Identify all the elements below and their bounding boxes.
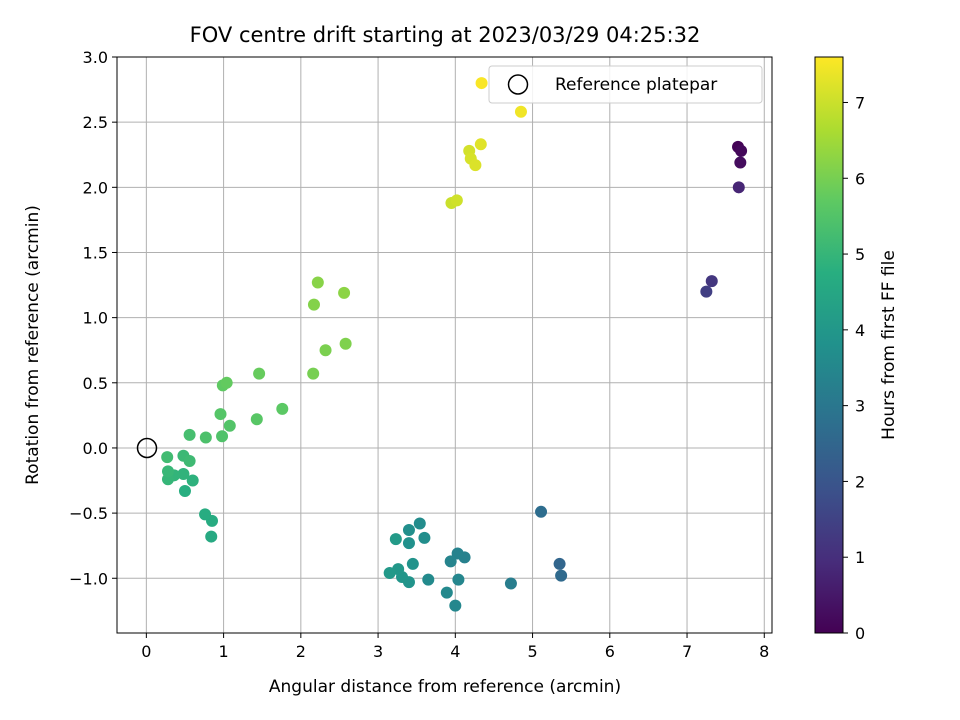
- data-point: [276, 402, 289, 415]
- y-axis-label: Rotation from reference (arcmin): [23, 205, 43, 485]
- y-tick-label: 1.0: [83, 309, 108, 328]
- legend-marker: [507, 74, 529, 95]
- data-point: [383, 567, 396, 580]
- x-tick-label: 1: [218, 642, 228, 661]
- data-point: [311, 276, 324, 289]
- data-point: [178, 484, 191, 497]
- x-tick-label: 3: [373, 642, 383, 661]
- y-tick-label: 0.0: [83, 439, 108, 458]
- legend-box: [488, 65, 763, 104]
- data-point: [504, 577, 517, 590]
- data-point: [250, 413, 263, 426]
- colorbar-tick-label: 7: [855, 93, 865, 112]
- colorbar-label: Hours from first FF file: [879, 250, 899, 440]
- data-point: [253, 367, 266, 380]
- data-point: [183, 428, 196, 441]
- x-tick-label: 8: [759, 642, 769, 661]
- data-point: [177, 468, 190, 481]
- data-point: [339, 337, 352, 350]
- x-tick-label: 4: [450, 642, 460, 661]
- colorbar-tick-label: 3: [855, 397, 865, 416]
- data-point: [452, 573, 465, 586]
- plot-frame: [116, 56, 773, 634]
- x-tick-label: 2: [296, 642, 306, 661]
- data-point: [553, 557, 566, 570]
- y-tick-label: 2.5: [83, 113, 108, 132]
- data-point: [307, 367, 320, 380]
- data-point: [223, 419, 236, 432]
- data-point: [474, 138, 487, 151]
- data-point: [183, 454, 196, 467]
- data-point: [422, 573, 435, 586]
- data-point: [402, 537, 415, 550]
- colorbar: 0 1 2 3 4 5 6 7 Hours from first FF file: [814, 56, 899, 643]
- data-point: [444, 555, 457, 568]
- data-point: [535, 505, 548, 518]
- data-point: [440, 586, 453, 599]
- x-axis-ticks: 0 1 2 3 4 5 6 7 8: [141, 633, 769, 661]
- x-tick-label: 0: [141, 642, 151, 661]
- y-tick-label: 0.5: [83, 374, 108, 393]
- data-point: [186, 474, 199, 487]
- data-point: [705, 275, 718, 288]
- data-point: [514, 105, 527, 118]
- data-point: [402, 524, 415, 537]
- data-point: [732, 181, 745, 194]
- y-tick-label: 3.0: [83, 48, 108, 67]
- chart-title: FOV centre drift starting at 2023/03/29 …: [190, 23, 701, 47]
- data-point: [216, 430, 229, 443]
- data-point: [319, 344, 332, 357]
- data-point: [161, 451, 174, 464]
- colorbar-tick-label: 0: [855, 624, 865, 643]
- data-point: [449, 599, 462, 612]
- reference-point-marker: [136, 437, 158, 459]
- colorbar-tick-label: 4: [855, 321, 865, 340]
- x-tick-label: 7: [682, 642, 692, 661]
- data-point: [451, 547, 464, 560]
- colorbar-gradient: [814, 56, 844, 634]
- colorbar-tick-label: 6: [855, 169, 865, 188]
- data-point: [450, 194, 463, 207]
- data-point: [338, 286, 351, 299]
- data-points: [161, 77, 748, 612]
- colorbar-ticks: 0 1 2 3 4 5 6 7: [843, 93, 865, 643]
- data-point: [205, 530, 218, 543]
- data-point: [389, 533, 402, 546]
- x-tick-label: 6: [605, 642, 615, 661]
- data-point: [700, 285, 713, 298]
- y-axis-ticks: −1.0 −0.5 0.0 0.5 1.0 1.5 2.0 2.5 3.0: [69, 48, 117, 588]
- data-point: [413, 517, 426, 530]
- data-point: [418, 531, 431, 544]
- colorbar-tick-label: 1: [855, 548, 865, 567]
- grid-lines: [117, 56, 772, 633]
- data-point: [220, 376, 233, 389]
- data-point: [307, 298, 320, 311]
- colorbar-tick-label: 2: [855, 472, 865, 491]
- y-tick-label: −1.0: [69, 569, 108, 588]
- legend-label: Reference platepar: [555, 75, 717, 95]
- y-tick-label: 1.5: [83, 243, 108, 262]
- data-point: [214, 408, 227, 421]
- y-tick-label: 2.0: [83, 178, 108, 197]
- x-axis-label: Angular distance from reference (arcmin): [269, 677, 621, 697]
- colorbar-tick-label: 5: [855, 245, 865, 264]
- data-point: [406, 557, 419, 570]
- data-point: [199, 508, 212, 521]
- data-point: [469, 159, 482, 172]
- y-tick-label: −0.5: [69, 504, 108, 523]
- data-point: [735, 144, 748, 157]
- data-point: [161, 465, 174, 478]
- x-tick-label: 5: [527, 642, 537, 661]
- data-point: [475, 77, 488, 90]
- legend: Reference platepar: [488, 65, 763, 104]
- data-point: [734, 156, 747, 169]
- data-point: [199, 431, 212, 444]
- data-point: [555, 569, 568, 582]
